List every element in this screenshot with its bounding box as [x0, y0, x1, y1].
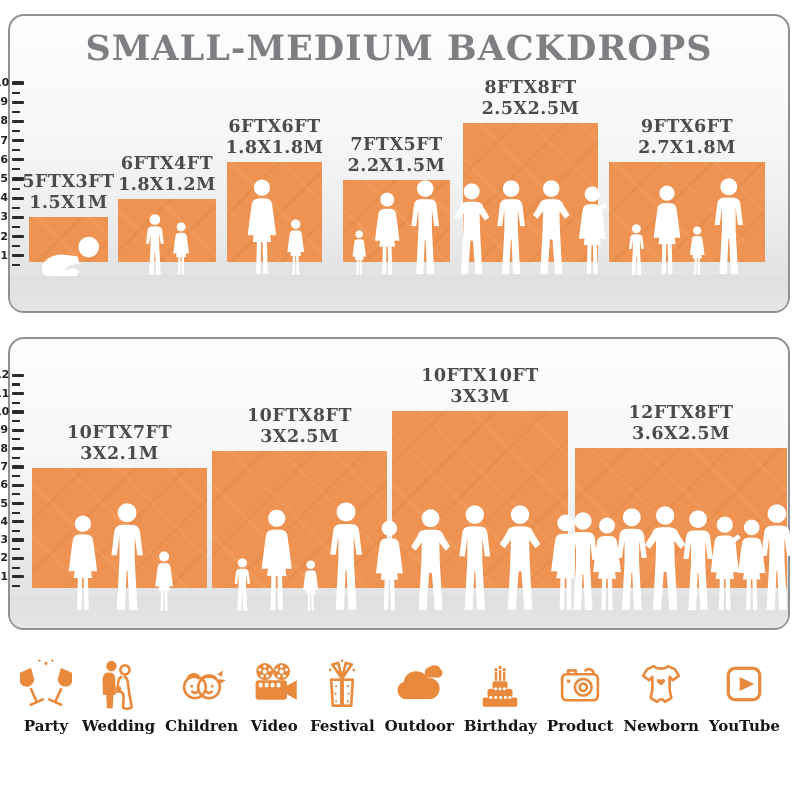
- backdrop-rect: [227, 162, 322, 262]
- backdrop-size-label: 7FTX5FT 2.2X1.5M: [347, 135, 446, 176]
- festival-icon: [329, 659, 356, 707]
- people-silhouettes: [41, 236, 99, 276]
- people-silhouettes: [351, 180, 439, 276]
- category-label: YouTube: [708, 717, 780, 735]
- backdrop-size-label: 10FTX8FT 3X2.5M: [246, 406, 353, 447]
- category-label: Outdoor: [384, 717, 454, 735]
- category-label: Children: [165, 717, 239, 735]
- backdrop-size-label: 6FTX6FT 1.8X1.8M: [225, 117, 324, 158]
- people-silhouettes: [453, 180, 607, 275]
- people-silhouettes: [234, 502, 362, 611]
- category-youtube: YouTube: [709, 658, 780, 735]
- newborn-icon: [641, 664, 681, 704]
- backdrop-10x10: 10FTX10FT 3X3M: [375, 366, 582, 611]
- party-icon: [20, 659, 72, 707]
- backdrop-size-label: 9FTX6FT 2.7X1.8M: [638, 117, 736, 158]
- backdrop-rect: [118, 199, 216, 262]
- youtube-icon: [727, 666, 762, 702]
- category-label: Newborn: [623, 717, 699, 735]
- page-title: SMALL-MEDIUM BACKDROPS: [85, 28, 713, 69]
- category-wedding: Wedding: [82, 658, 155, 735]
- category-video: Video: [248, 658, 300, 735]
- category-children: Children: [165, 658, 238, 735]
- backdrop-size-label: 8FTX8FT 2.5X2.5M: [481, 78, 580, 119]
- category-label: Birthday: [463, 717, 537, 735]
- birthday-icon: [483, 665, 518, 707]
- category-label: Wedding: [81, 717, 156, 735]
- backdrop-12x8: 12FTX8FT 3.6X2.5M: [568, 403, 793, 611]
- floor-shading: [10, 275, 788, 311]
- people-silhouettes: [568, 504, 793, 611]
- category-newborn: Newborn: [623, 658, 699, 735]
- backdrop-5x3: 5FTX3FT 1.5X1M: [22, 172, 114, 276]
- backdrop-6x4: 6FTX4FT 1.8X1.2M: [118, 154, 216, 275]
- children-icon: [182, 670, 226, 700]
- backdrop-9x6: 9FTX6FT 2.7X1.8M: [609, 117, 765, 275]
- category-label: Festival: [310, 717, 375, 735]
- people-silhouettes: [247, 179, 304, 275]
- category-row: Party Wedding Children: [20, 658, 780, 735]
- product-icon: [560, 667, 600, 702]
- people-silhouettes: [145, 214, 189, 275]
- ruler-feet-scale: 121110987654321: [0, 339, 28, 628]
- outdoor-icon: [397, 665, 443, 700]
- people-silhouettes: [628, 178, 743, 275]
- backdrop-10x7: 10FTX7FT 3X2.1M: [32, 423, 207, 611]
- category-party: Party: [20, 658, 72, 735]
- category-festival: Festival: [310, 658, 375, 735]
- backdrop-size-label: 5FTX3FT 1.5X1M: [22, 172, 115, 213]
- category-product: Product: [547, 658, 614, 735]
- backdrop-8x8: 8FTX8FT 2.5X2.5M: [453, 78, 607, 275]
- backdrop-rect: [392, 411, 568, 588]
- category-label: Video: [250, 717, 298, 735]
- category-birthday: Birthday: [464, 658, 537, 735]
- backdrop-rect: [463, 123, 598, 262]
- backdrop-size-label: 12FTX8FT 3.6X2.5M: [628, 403, 734, 444]
- category-outdoor: Outdoor: [385, 658, 454, 735]
- backdrop-size-label: 10FTX7FT 3X2.1M: [66, 423, 173, 464]
- backdrop-size-label: 6FTX4FT 1.8X1.2M: [118, 154, 216, 195]
- backdrop-size-label: 10FTX10FT 3X3M: [421, 366, 539, 407]
- category-label: Party: [23, 717, 69, 735]
- people-silhouettes: [68, 503, 173, 611]
- backdrop-7x5: 7FTX5FT 2.2X1.5M: [343, 135, 450, 276]
- backdrop-10x8: 10FTX8FT 3X2.5M: [212, 406, 387, 611]
- category-label: Product: [546, 717, 614, 735]
- wedding-icon: [102, 660, 133, 710]
- backdrop-6x6: 6FTX6FT 1.8X1.8M: [226, 117, 323, 275]
- people-silhouettes: [375, 505, 582, 611]
- video-icon: [255, 663, 297, 700]
